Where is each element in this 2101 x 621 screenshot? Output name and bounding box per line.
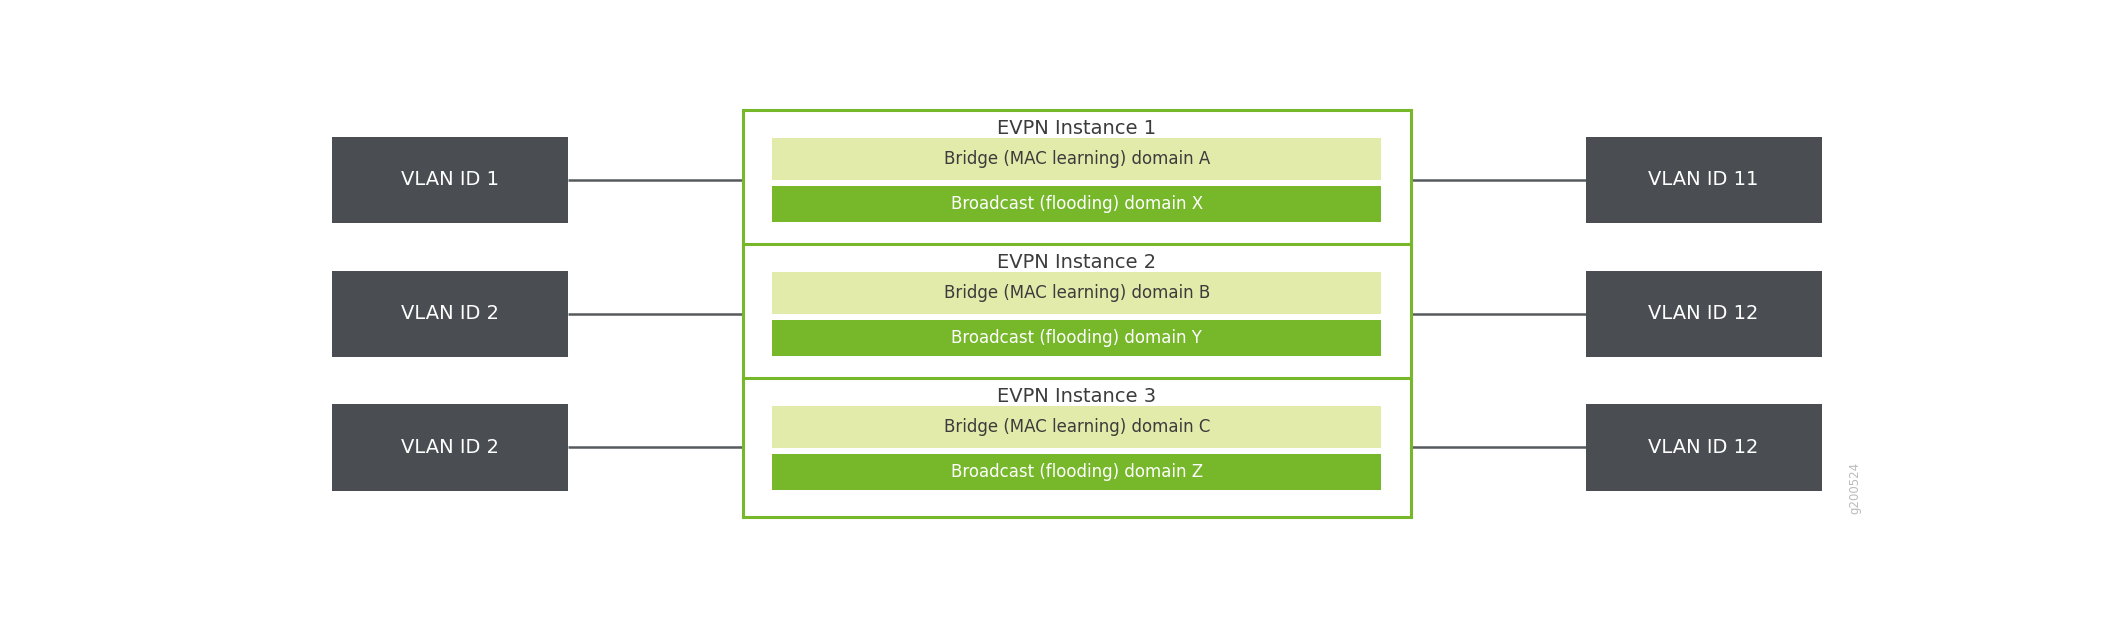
Text: VLAN ID 12: VLAN ID 12 [1649, 304, 1759, 323]
Text: Bridge (MAC learning) domain A: Bridge (MAC learning) domain A [943, 150, 1210, 168]
FancyBboxPatch shape [332, 137, 567, 223]
Text: VLAN ID 12: VLAN ID 12 [1649, 438, 1759, 457]
Text: EVPN Instance 1: EVPN Instance 1 [998, 119, 1156, 138]
FancyBboxPatch shape [773, 454, 1380, 489]
FancyBboxPatch shape [1586, 404, 1822, 491]
Text: Bridge (MAC learning) domain C: Bridge (MAC learning) domain C [943, 418, 1210, 436]
FancyBboxPatch shape [332, 271, 567, 356]
Text: g200524: g200524 [1849, 462, 1861, 514]
FancyBboxPatch shape [1586, 137, 1822, 223]
FancyBboxPatch shape [773, 406, 1380, 448]
Text: EVPN Instance 2: EVPN Instance 2 [998, 253, 1156, 272]
FancyBboxPatch shape [332, 404, 567, 491]
Text: VLAN ID 2: VLAN ID 2 [401, 438, 498, 457]
FancyBboxPatch shape [1586, 271, 1822, 356]
Text: Broadcast (flooding) domain Z: Broadcast (flooding) domain Z [950, 463, 1204, 481]
Text: Bridge (MAC learning) domain B: Bridge (MAC learning) domain B [943, 284, 1210, 302]
Text: Broadcast (flooding) domain Y: Broadcast (flooding) domain Y [952, 329, 1202, 347]
FancyBboxPatch shape [773, 138, 1380, 180]
Text: VLAN ID 1: VLAN ID 1 [401, 170, 498, 189]
Text: Broadcast (flooding) domain X: Broadcast (flooding) domain X [950, 195, 1204, 213]
FancyBboxPatch shape [744, 378, 1410, 517]
FancyBboxPatch shape [773, 272, 1380, 314]
FancyBboxPatch shape [773, 320, 1380, 356]
Text: VLAN ID 2: VLAN ID 2 [401, 304, 498, 323]
FancyBboxPatch shape [773, 186, 1380, 222]
Text: VLAN ID 11: VLAN ID 11 [1649, 170, 1759, 189]
FancyBboxPatch shape [744, 111, 1410, 249]
FancyBboxPatch shape [744, 244, 1410, 383]
Text: EVPN Instance 3: EVPN Instance 3 [998, 387, 1156, 406]
